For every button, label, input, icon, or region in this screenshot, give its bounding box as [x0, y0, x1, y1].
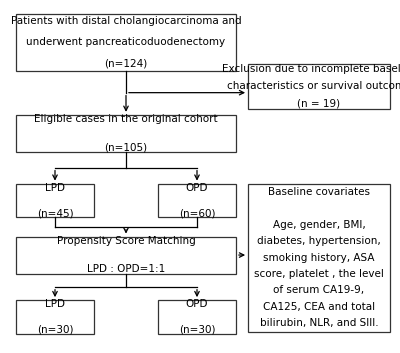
FancyBboxPatch shape: [158, 300, 236, 334]
FancyBboxPatch shape: [16, 237, 236, 274]
Text: (n=60): (n=60): [179, 208, 215, 218]
Text: Eligible cases in the original cohort: Eligible cases in the original cohort: [34, 114, 218, 124]
Text: (n=45): (n=45): [37, 208, 73, 218]
Text: (n=30): (n=30): [179, 324, 215, 335]
FancyBboxPatch shape: [16, 184, 94, 217]
FancyBboxPatch shape: [248, 184, 390, 332]
Text: LPD: LPD: [45, 183, 65, 193]
Text: characteristics or survival outcome: characteristics or survival outcome: [227, 82, 400, 91]
Text: (n=124): (n=124): [104, 59, 148, 69]
Text: (n=30): (n=30): [37, 324, 73, 335]
Text: diabetes, hypertension,: diabetes, hypertension,: [257, 237, 381, 246]
Text: (n = 19): (n = 19): [298, 99, 340, 109]
Text: Patients with distal cholangiocarcinoma and: Patients with distal cholangiocarcinoma …: [11, 16, 241, 26]
Text: LPD: LPD: [45, 299, 65, 309]
Text: OPD: OPD: [186, 183, 208, 193]
FancyBboxPatch shape: [16, 115, 236, 152]
Text: smoking history, ASA: smoking history, ASA: [263, 253, 375, 263]
FancyBboxPatch shape: [16, 14, 236, 71]
Text: Baseline covariates: Baseline covariates: [268, 187, 370, 197]
Text: Age, gender, BMI,: Age, gender, BMI,: [273, 220, 365, 230]
Text: score, platelet , the level: score, platelet , the level: [254, 269, 384, 279]
FancyBboxPatch shape: [16, 300, 94, 334]
Text: bilirubin, NLR, and SIII.: bilirubin, NLR, and SIII.: [260, 318, 378, 328]
Text: CA125, CEA and total: CA125, CEA and total: [263, 301, 375, 312]
Text: Exclusion due to incomplete baseline: Exclusion due to incomplete baseline: [222, 64, 400, 74]
FancyBboxPatch shape: [158, 184, 236, 217]
Text: OPD: OPD: [186, 299, 208, 309]
Text: Propensity Score Matching: Propensity Score Matching: [57, 236, 195, 246]
Text: (n=105): (n=105): [104, 142, 148, 152]
Text: underwent pancreaticoduodenectomy: underwent pancreaticoduodenectomy: [26, 37, 226, 47]
Text: of serum CA19-9,: of serum CA19-9,: [274, 285, 364, 295]
Text: LPD : OPD=1:1: LPD : OPD=1:1: [87, 264, 165, 274]
FancyBboxPatch shape: [248, 64, 390, 109]
